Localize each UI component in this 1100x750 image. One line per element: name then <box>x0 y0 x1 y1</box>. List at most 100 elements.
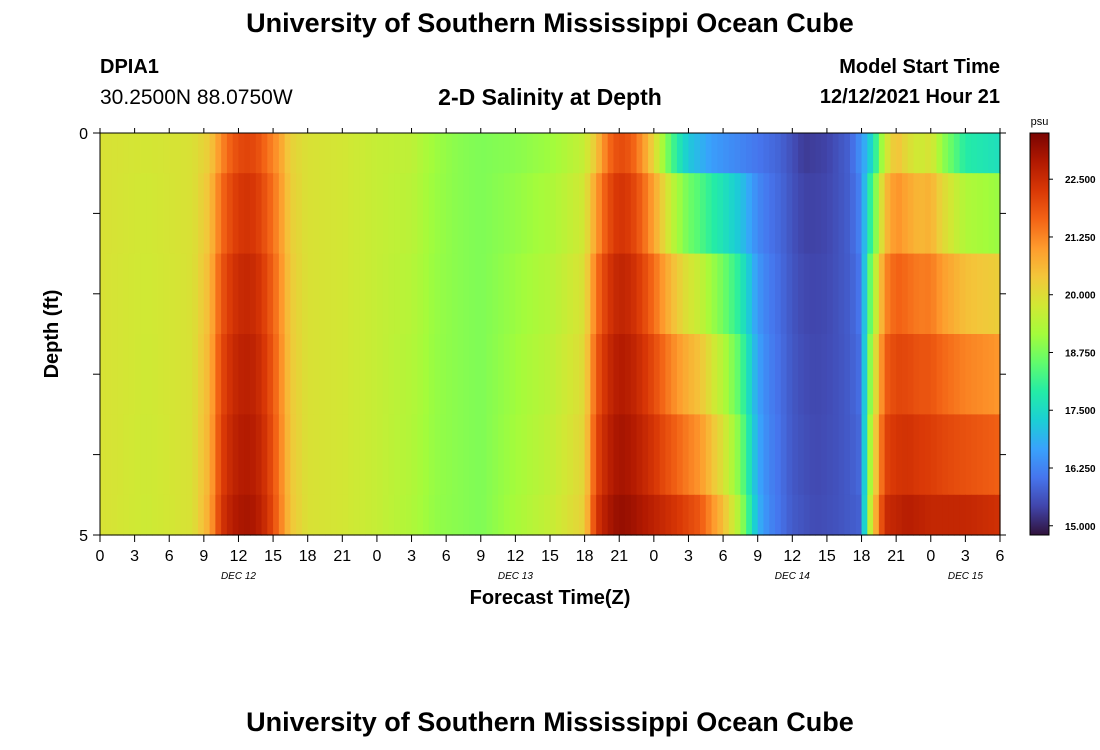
heatmap-cell <box>838 334 845 415</box>
heatmap-cell <box>878 334 886 415</box>
x-tick-label: 3 <box>684 548 693 565</box>
heatmap-cell <box>619 414 626 496</box>
x-tick-label: 6 <box>442 548 451 565</box>
heatmap-cell <box>238 133 245 174</box>
x-axis-title: Forecast Time(Z) <box>470 587 631 609</box>
heatmap-cell <box>907 334 915 415</box>
plot-title: 2-D Salinity at Depth <box>438 84 662 110</box>
heatmap-cell <box>544 133 551 174</box>
heatmap-cell <box>573 173 580 255</box>
heatmap-cell <box>988 173 995 255</box>
heatmap-cell <box>238 334 245 415</box>
heatmap-cell <box>971 414 978 496</box>
heatmap-cell <box>157 253 165 335</box>
heatmap-cell <box>244 494 251 536</box>
heatmap-cell <box>861 494 868 536</box>
date-label: DEC 13 <box>498 571 533 582</box>
heatmap-cell <box>855 414 863 496</box>
heatmap-cell <box>867 173 874 255</box>
heatmap-cell <box>919 414 926 496</box>
heatmap-cell <box>769 253 776 335</box>
heatmap-cell <box>509 334 516 415</box>
heatmap-cell <box>111 173 118 255</box>
heatmap-cell <box>111 133 118 174</box>
heatmap-cell <box>775 253 782 335</box>
heatmap-cell <box>838 253 845 335</box>
heatmap-cell <box>855 173 863 255</box>
heatmap-cell <box>215 173 222 255</box>
heatmap-cell <box>423 414 430 496</box>
heatmap-cell <box>446 173 453 255</box>
heatmap-cell <box>342 494 349 536</box>
heatmap-cell <box>555 414 563 496</box>
heatmap-cell <box>550 253 557 335</box>
heatmap-cell <box>301 414 309 496</box>
heatmap-cell <box>463 253 470 335</box>
heatmap-cell <box>601 173 609 255</box>
heatmap-cell <box>244 133 251 174</box>
heatmap-cell <box>480 334 488 415</box>
heatmap-cell <box>388 133 395 174</box>
heatmap-cell <box>665 414 672 496</box>
heatmap-cell <box>786 173 793 255</box>
heatmap-cell <box>232 414 240 496</box>
station-id: DPIA1 <box>100 56 159 78</box>
heatmap-cell <box>751 494 759 536</box>
heatmap-cell <box>296 334 303 415</box>
heatmap-cell <box>469 414 476 496</box>
heatmap-cell <box>711 334 718 415</box>
heatmap-cell <box>100 133 107 174</box>
heatmap-cell <box>601 334 609 415</box>
heatmap-cells <box>100 133 1001 536</box>
heatmap-cell <box>821 253 828 335</box>
heatmap-cell <box>832 133 840 174</box>
heatmap-cell <box>584 133 591 174</box>
heatmap-cell <box>100 173 107 255</box>
heatmap-cell <box>682 414 690 496</box>
heatmap-cell <box>486 414 493 496</box>
heatmap-cell <box>180 133 188 174</box>
heatmap-cell <box>826 494 834 536</box>
heatmap-cell <box>359 414 366 496</box>
heatmap-cell <box>440 494 447 536</box>
heatmap-cell <box>532 334 540 415</box>
heatmap-cell <box>728 494 736 536</box>
heatmap-cell <box>146 414 153 496</box>
heatmap-cell <box>267 173 274 255</box>
heatmap-cell <box>486 334 493 415</box>
heatmap-cell <box>648 133 655 174</box>
heatmap-cell <box>613 173 620 255</box>
heatmap-cell <box>203 253 211 335</box>
heatmap-cell <box>648 334 655 415</box>
heatmap-cell <box>769 173 776 255</box>
heatmap-cell <box>884 494 891 536</box>
heatmap-cell <box>550 494 557 536</box>
heatmap-cell <box>140 494 147 536</box>
heatmap-cell <box>451 133 459 174</box>
heatmap-cell <box>925 334 932 415</box>
heatmap-cell <box>671 494 678 536</box>
heatmap-cell <box>175 334 182 415</box>
heatmap-cell <box>728 253 736 335</box>
heatmap-cell <box>278 173 286 255</box>
heatmap-cell <box>815 133 822 174</box>
heatmap-cell <box>203 414 211 496</box>
heatmap-cell <box>169 173 176 255</box>
heatmap-cell <box>117 133 124 174</box>
heatmap-cell <box>394 253 401 335</box>
heatmap-cell <box>821 334 828 415</box>
x-tick-label: 15 <box>541 548 559 565</box>
heatmap-cell <box>717 414 724 496</box>
heatmap-cell <box>775 133 782 174</box>
heatmap-cell <box>440 253 447 335</box>
heatmap-cell <box>648 494 655 536</box>
heatmap-cell <box>134 334 141 415</box>
heatmap-cell <box>919 334 926 415</box>
heatmap-cell <box>417 494 424 536</box>
heatmap-cell <box>671 414 678 496</box>
heatmap-cell <box>965 253 972 335</box>
heatmap-cell <box>590 414 597 496</box>
heatmap-cell <box>630 253 638 335</box>
heatmap-cell <box>896 414 903 496</box>
heatmap-cell <box>861 414 868 496</box>
